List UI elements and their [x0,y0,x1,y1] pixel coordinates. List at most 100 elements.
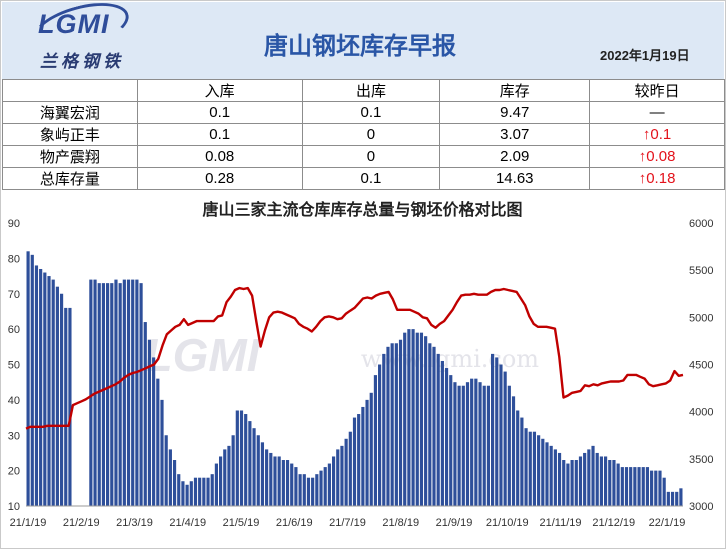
inventory-bar [210,474,214,506]
stock-cell: 14.63 [439,167,591,190]
inventory-bar [336,449,340,506]
inventory-bar [444,368,449,506]
x-tick-label: 21/9/19 [436,517,473,529]
inventory-bar [365,399,369,506]
inventory-bar [407,329,411,506]
inventory-bar [532,431,537,506]
inventory-bar [436,353,440,506]
report-header: LGMI 兰格钢铁 唐山钢坯库存早报 2022年1月19日 [2,0,724,79]
inventory-bar [545,442,549,506]
inventory-bar [231,435,235,506]
inventory-bar [587,449,591,506]
inventory-table: 入库 出库 库存 较昨日 海翼宏润 0.1 0.1 9.47 — 象屿正丰 0.… [2,79,725,190]
y-right-tick-label: 4000 [689,407,713,419]
x-tick-label: 21/1/19 [10,517,47,529]
inventory-bar [51,279,55,506]
inventory-bar [474,378,478,506]
inventory-bar [440,360,444,506]
column-header: 较昨日 [589,79,725,102]
change-cell: ↑0.18 [589,167,725,190]
inventory-bar [64,307,68,506]
inventory-bar [574,460,578,506]
column-header: 入库 [136,79,303,102]
inventory-bar [562,460,566,506]
inventory-bar [499,364,503,506]
inbound-cell: 0.1 [136,123,303,146]
inventory-bar [160,399,164,506]
x-tick-label: 21/8/19 [382,517,419,529]
y-right-tick-label: 4500 [689,360,713,372]
inventory-bar [147,339,152,506]
table-row: 总库存量 0.28 0.1 14.63 ↑0.18 [2,167,725,190]
inventory-bar [654,470,658,506]
inventory-bar [135,279,139,506]
inventory-bar [629,467,633,506]
y-right-tick-label: 6000 [689,218,713,230]
inventory-bar [218,456,223,506]
inventory-bar [524,428,528,506]
inventory-bar [319,470,323,506]
inventory-bar [281,460,285,506]
inventory-bar [419,332,424,506]
inventory-bar [675,491,679,506]
inventory-bar [193,477,198,506]
y-left-tick-label: 10 [8,501,20,513]
inventory-bar [302,474,306,506]
inventory-bar [461,385,465,506]
inventory-bar [177,474,181,506]
inventory-bar [541,438,545,506]
inbound-cell: 0.08 [136,145,303,168]
y-left-tick-label: 60 [8,324,20,336]
inventory-bar [47,276,51,506]
column-header: 出库 [301,79,441,102]
inventory-bar [495,357,499,506]
table-row: 象屿正丰 0.1 0 3.07 ↑0.1 [2,123,725,146]
inventory-bar [394,343,398,506]
inventory-bar [403,332,407,506]
inventory-bar [306,477,311,506]
x-tick-label: 21/7/19 [329,517,366,529]
inventory-bar [507,385,511,506]
inventory-bar [256,435,260,506]
inventory-bar [323,467,327,506]
inventory-bar [428,343,432,506]
logo-chinese-name: 兰格钢铁 [40,52,124,72]
table-row: 海翼宏润 0.1 0.1 9.47 — [2,101,725,124]
inventory-bar [520,417,524,506]
inventory-bar [156,378,160,506]
inventory-bar [645,467,650,506]
inventory-bar [599,456,603,506]
inventory-bar [122,279,126,506]
inventory-bar [578,456,583,506]
inventory-bar [110,283,114,506]
inventory-bar [277,456,281,506]
outbound-cell: 0.1 [301,167,441,190]
outbound-cell: 0.1 [301,101,441,124]
inventory-bar [265,449,269,506]
x-tick-label: 21/10/19 [486,517,529,529]
inventory-bar [68,307,72,506]
inventory-bar [637,467,641,506]
x-tick-label: 21/11/19 [539,517,581,529]
y-left-tick-label: 40 [8,395,20,407]
inventory-bar [34,265,39,506]
x-tick-label: 21/2/19 [63,517,100,529]
inventory-bar [478,382,482,506]
inventory-bar [152,357,156,506]
inventory-bar [491,353,495,506]
inventory-bar [311,477,315,506]
inventory-bar [470,378,474,506]
inventory-bar [43,272,47,506]
y-left-tick-label: 80 [8,253,20,265]
inventory-bar [114,279,118,506]
inventory-bar [557,452,562,506]
inventory-bar [553,449,557,506]
inventory-bar [373,375,378,506]
inventory-bar [202,477,206,506]
warehouse-name: 物产震翔 [2,145,138,168]
inventory-bar [432,346,436,506]
inventory-bar [616,463,620,506]
inventory-bar [415,332,419,506]
inventory-bar [382,353,386,506]
